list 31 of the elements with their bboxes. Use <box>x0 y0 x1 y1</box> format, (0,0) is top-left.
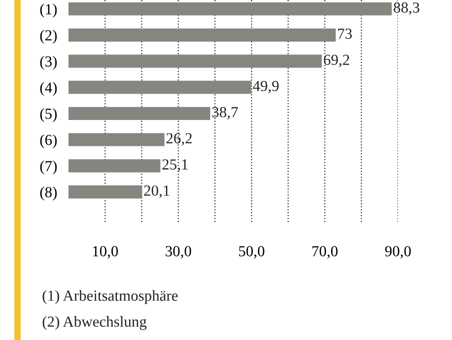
bar <box>68 80 252 94</box>
bar <box>68 133 164 146</box>
x-tick-label: 50,0 <box>239 246 264 259</box>
bar <box>68 159 160 172</box>
data-label: 49,9 <box>252 80 279 94</box>
data-label: 25,1 <box>162 159 188 172</box>
y-tick-label: (6) <box>40 134 57 148</box>
x-tick-label: 70,0 <box>312 246 338 259</box>
bar <box>68 2 392 16</box>
data-label: 69,2 <box>324 54 350 68</box>
y-tick-label: (1) <box>40 4 57 18</box>
bar <box>68 54 322 68</box>
data-label: 73 <box>338 28 352 39</box>
y-tick-label: (2) <box>40 30 57 44</box>
x-tick-label: 10,0 <box>93 246 118 259</box>
data-label: 20,1 <box>144 185 170 198</box>
bar <box>68 28 336 42</box>
data-label: 38,7 <box>212 107 238 120</box>
data-label: 88,3 <box>394 2 420 15</box>
bar <box>68 106 210 120</box>
text: (2) Abwechslung <box>42 316 147 330</box>
y-tick-label: (4) <box>40 82 57 96</box>
y-tick-label: (3) <box>40 56 57 70</box>
bar <box>68 185 142 198</box>
y-tick-label: (7) <box>40 160 57 174</box>
x-tick-label: 30,0 <box>166 246 192 259</box>
data-label: 26,2 <box>166 133 192 146</box>
text: (1) Arbeitsatmosphäre <box>42 290 178 304</box>
y-tick-label: (5) <box>40 108 57 122</box>
y-tick-label: (8) <box>40 186 57 200</box>
x-tick-label: 90,0 <box>385 246 411 259</box>
